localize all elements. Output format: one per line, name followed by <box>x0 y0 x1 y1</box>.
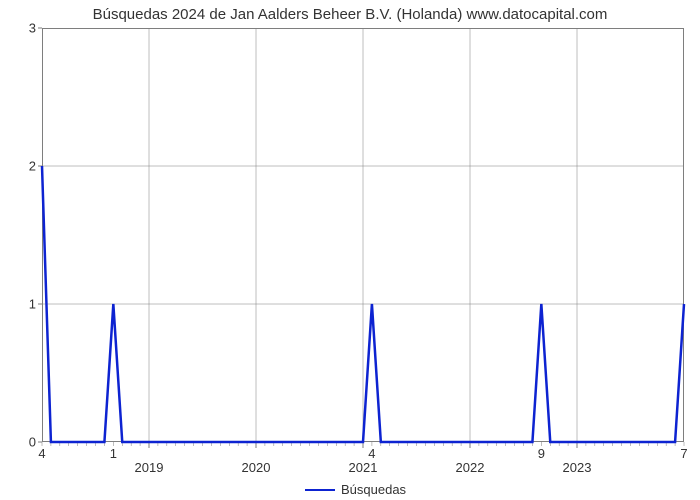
x-year-label: 2023 <box>563 460 592 475</box>
legend: Búsquedas <box>305 482 406 497</box>
legend-line-icon <box>305 489 335 491</box>
value-label: 4 <box>368 446 375 461</box>
value-label: 9 <box>538 446 545 461</box>
x-year-label: 2021 <box>349 460 378 475</box>
value-label: 1 <box>110 446 117 461</box>
plot-svg <box>42 28 684 442</box>
y-tick-label: 3 <box>16 21 36 36</box>
chart-container: Búsquedas 2024 de Jan Aalders Beheer B.V… <box>0 0 700 500</box>
value-label: 7 <box>680 446 687 461</box>
value-label: 4 <box>38 446 45 461</box>
y-tick-label: 2 <box>16 159 36 174</box>
y-tick-label: 0 <box>16 435 36 450</box>
x-year-label: 2022 <box>456 460 485 475</box>
y-tick-label: 1 <box>16 297 36 312</box>
x-year-label: 2019 <box>135 460 164 475</box>
legend-label: Búsquedas <box>341 482 406 497</box>
x-year-label: 2020 <box>242 460 271 475</box>
chart-title: Búsquedas 2024 de Jan Aalders Beheer B.V… <box>0 6 700 23</box>
